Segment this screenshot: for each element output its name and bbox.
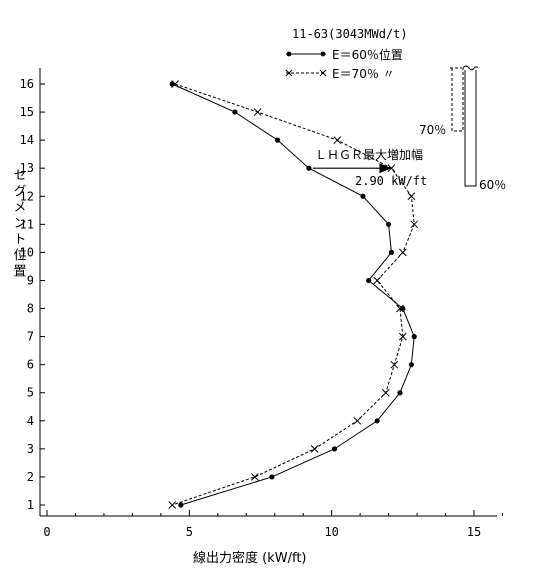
x-tick-label: 0 — [43, 525, 50, 539]
y-tick-label: 3 — [27, 442, 34, 456]
legend-marker-70-left — [285, 69, 293, 77]
axes — [39, 68, 497, 517]
data-point-60 — [232, 109, 238, 115]
y-tick-label: 12 — [20, 189, 34, 203]
y-tick-label: 1 — [27, 498, 34, 512]
rod-label-60: 60％ — [479, 178, 506, 192]
data-point-70 — [253, 108, 262, 116]
series-line-1 — [172, 83, 415, 506]
rod-70-outline — [451, 68, 464, 132]
legend-marker-70-right — [319, 69, 327, 77]
rod-label-70: 70％ — [419, 123, 446, 137]
data-point-70 — [407, 192, 416, 201]
data-point-70 — [381, 388, 390, 397]
rod-diagram: 70％ 60％ — [419, 65, 506, 192]
data-point-60 — [178, 502, 184, 508]
y-tick-label: 16 — [20, 77, 34, 91]
y-tick-label: 15 — [20, 105, 34, 119]
rod-60-outline — [464, 70, 477, 187]
data-point-70 — [373, 276, 382, 285]
chart-title: 11-63(3043MWd/t) — [292, 27, 408, 41]
lhgr-value: 2.90 kW/ft — [355, 174, 427, 188]
rod-60-top-cap — [462, 65, 478, 71]
y-tick-label: 14 — [20, 133, 34, 147]
data-point-60 — [269, 474, 275, 480]
y-tick-label: 6 — [27, 358, 34, 372]
data-point-60 — [360, 193, 366, 199]
y-tick-label: 2 — [27, 470, 34, 484]
x-axis-label: 線出力密度 (kW/ft) — [193, 550, 306, 566]
y-tick-label: 9 — [27, 273, 34, 287]
legend-marker-60-right — [320, 51, 326, 57]
data-point-60 — [408, 362, 414, 368]
data-point-60 — [169, 81, 175, 87]
y-tick-label: 10 — [20, 245, 34, 259]
data-point-70 — [310, 445, 319, 453]
x-tick-label: 5 — [186, 525, 193, 539]
lhgr-label: ＬＨＧＲ最大増加幅 — [315, 147, 423, 162]
y-tick-label: 4 — [27, 414, 34, 428]
legend-label-70: E＝70％ 〃 — [332, 67, 395, 81]
y-tick-label: 7 — [27, 330, 34, 344]
data-point-70 — [390, 360, 399, 369]
data-point-60 — [306, 165, 312, 171]
x-tick-label: 10 — [324, 525, 338, 539]
lhgr-annotation: ＬＨＧＲ最大増加幅 2.90 kW/ft — [312, 147, 427, 188]
legend-label-60: E＝60％位置 — [332, 47, 403, 62]
data-point-70 — [396, 304, 404, 313]
data-point-70 — [333, 136, 342, 144]
data-point-70 — [398, 332, 407, 341]
data-point-60 — [386, 221, 392, 227]
legend: E＝60％位置 E＝70％ 〃 — [285, 47, 403, 81]
data-point-60 — [331, 446, 338, 452]
data-point-60 — [374, 418, 380, 424]
y-tick-label: 8 — [27, 302, 34, 316]
data-point-70 — [398, 248, 407, 257]
y-tick-label: 11 — [20, 217, 34, 231]
data-point-70 — [410, 220, 419, 229]
data-point-60 — [274, 137, 281, 143]
data-point-60 — [366, 277, 372, 284]
data-point-70 — [171, 80, 179, 88]
y-axis-label: セグメント位置 — [11, 168, 27, 280]
data-point-60 — [397, 390, 403, 396]
series-lines — [168, 80, 419, 509]
data-point-70 — [353, 416, 362, 425]
data-point-60 — [411, 334, 417, 340]
series-line-0 — [172, 83, 415, 506]
y-tick-label: 13 — [20, 161, 34, 175]
data-point-60 — [400, 305, 406, 312]
data-point-70 — [168, 501, 177, 509]
lhgr-arrow-head — [379, 163, 392, 174]
data-point-70 — [250, 473, 259, 481]
y-tick-label: 5 — [27, 386, 34, 400]
legend-marker-60-left — [286, 51, 292, 57]
x-tick-label: 15 — [467, 525, 481, 539]
data-point-60 — [388, 249, 395, 255]
